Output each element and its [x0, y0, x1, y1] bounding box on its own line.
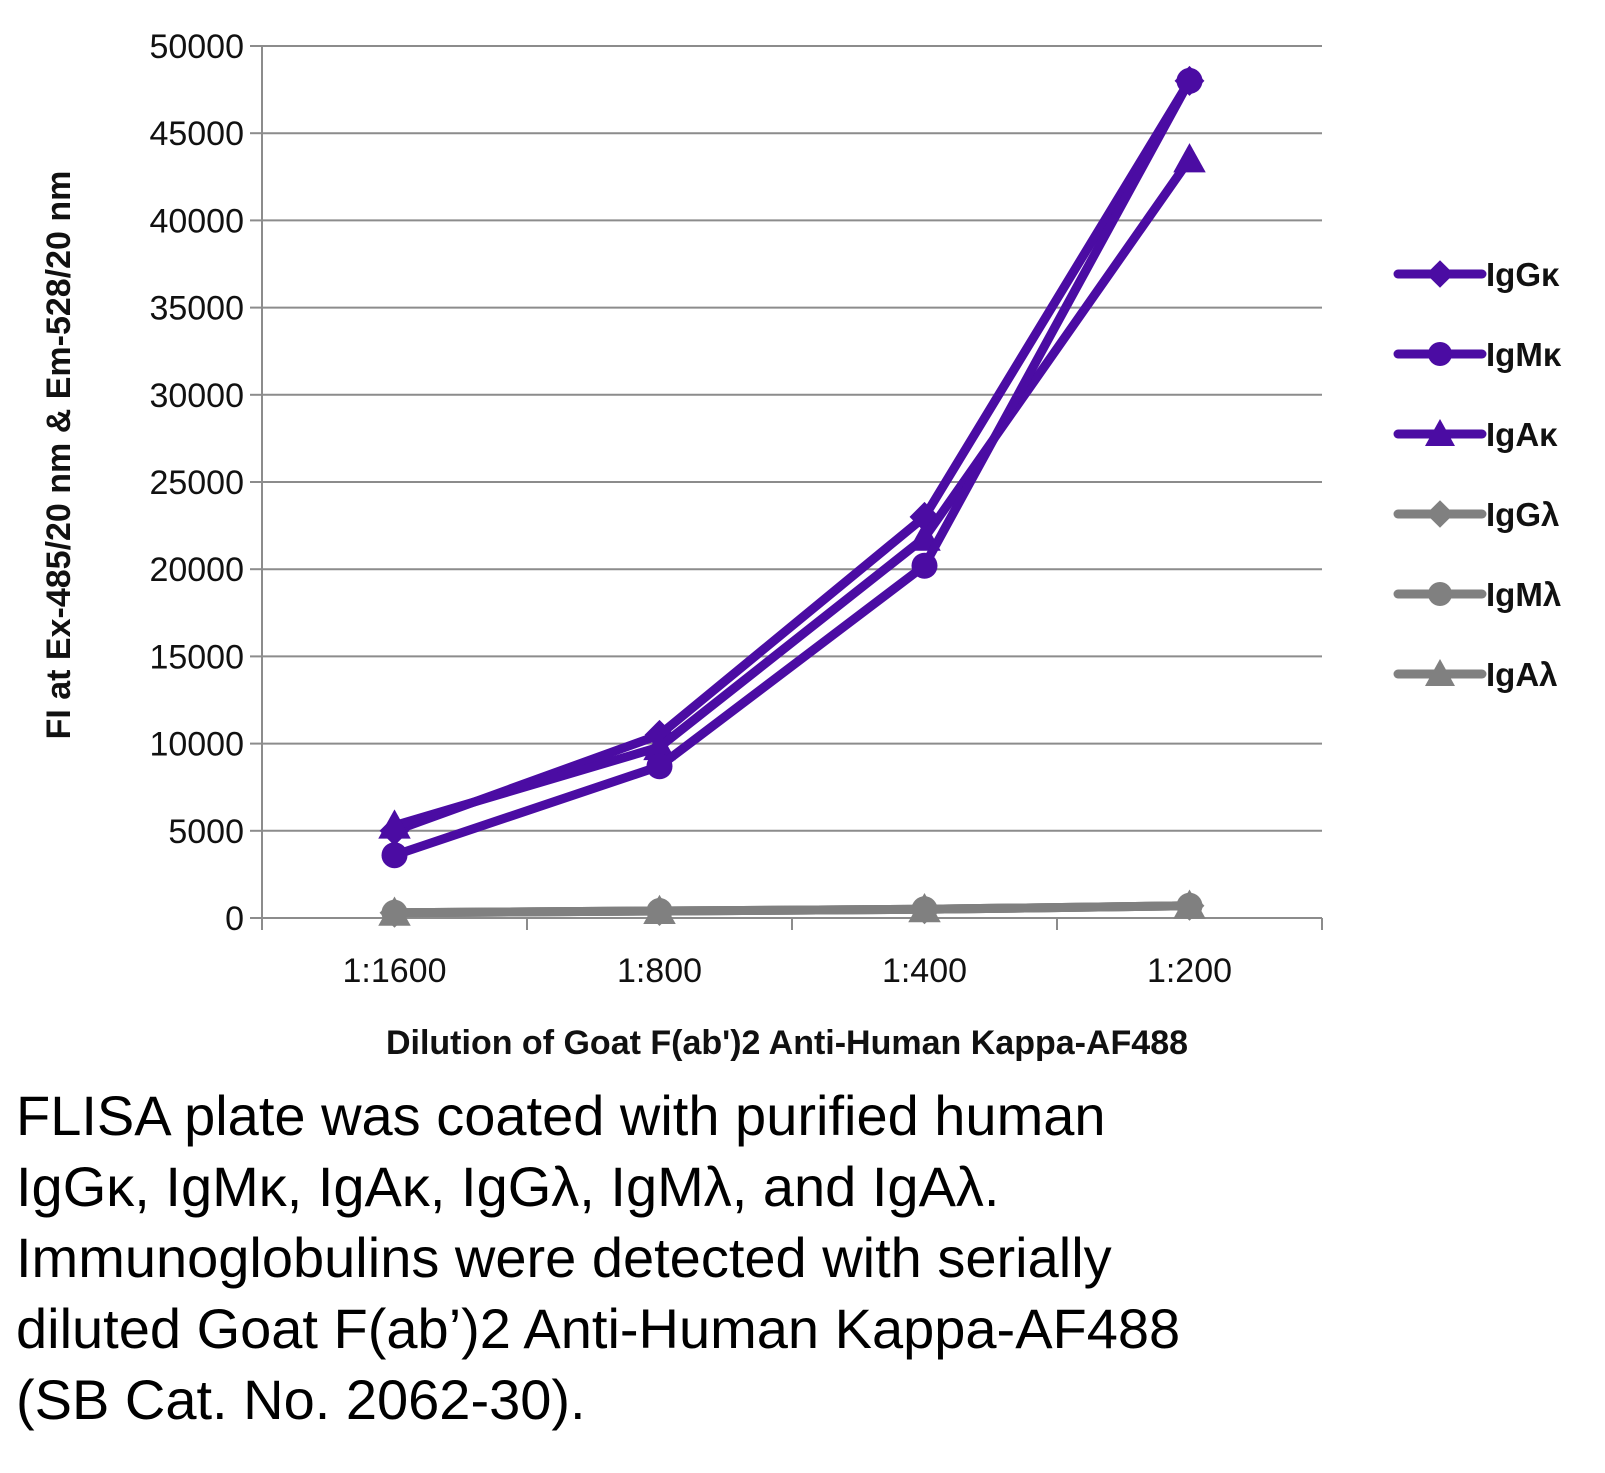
series-line — [390, 901, 1194, 918]
series-IgAκ — [378, 143, 1206, 839]
marker-circle — [1176, 67, 1203, 94]
y-tick-label: 50000 — [149, 28, 244, 66]
x-axis-title: Dilution of Goat F(ab')2 Anti-Human Kapp… — [386, 1024, 1188, 1062]
marker-circle — [911, 552, 938, 579]
line-chart: 0 5000 10000 15000 20000 25000 30000 35000 40000… — [40, 28, 1562, 1062]
y-tick-label: 30000 — [149, 377, 244, 415]
axes — [250, 45, 1323, 930]
gridlines — [262, 45, 1322, 832]
series-layer — [378, 65, 1206, 928]
y-axis-tick-labels: 0 5000 10000 15000 20000 25000 30000 35000 40000… — [149, 28, 244, 938]
legend-label: IgAκ — [1486, 416, 1558, 453]
marker-triangle — [1173, 143, 1206, 173]
legend-label: IgGλ — [1486, 496, 1559, 533]
y-tick-label: 20000 — [149, 551, 244, 589]
marker-triangle — [908, 893, 941, 923]
legend-item: IgGκ — [1393, 256, 1560, 293]
x-tick-label: 1:800 — [617, 952, 702, 990]
y-tick-label: 0 — [225, 900, 244, 938]
y-tick-label: 5000 — [168, 813, 244, 851]
marker-triangle — [378, 809, 411, 839]
marker-diamond — [1426, 260, 1454, 288]
legend-item: IgMλ — [1393, 576, 1561, 613]
series-line — [390, 76, 1194, 836]
series-IgGκ — [379, 65, 1205, 846]
series-line — [390, 76, 1194, 860]
legend-label: IgMκ — [1486, 336, 1562, 373]
marker-triangle — [1425, 659, 1455, 686]
marker-triangle — [1173, 889, 1206, 919]
y-axis-title: FI at Ex-485/20 nm & Em-528/20 nm — [40, 171, 78, 740]
legend-item: IgAλ — [1393, 656, 1558, 693]
series-line — [390, 154, 1194, 831]
y-tick-label: 45000 — [149, 115, 244, 153]
marker-circle — [381, 842, 408, 869]
marker-triangle — [643, 894, 676, 925]
y-tick-label: 25000 — [149, 464, 244, 502]
x-tick-label: 1:1600 — [343, 952, 447, 990]
y-tick-label: 40000 — [149, 202, 244, 240]
series-IgMκ — [381, 67, 1203, 869]
x-tick-label: 1:200 — [1147, 952, 1232, 990]
y-tick-label: 15000 — [149, 638, 244, 676]
legend-item: IgGλ — [1393, 496, 1559, 533]
legend: IgGκ IgMκ IgAκ IgGλ IgMλ IgAλ — [1393, 256, 1562, 693]
x-tick-label: 1:400 — [882, 952, 967, 990]
marker-triangle — [378, 896, 411, 926]
figure-caption: FLISA plate was coated with purified hum… — [16, 1084, 1181, 1431]
x-axis-tick-labels: 1:1600 1:800 1:400 1:200 — [343, 952, 1233, 990]
legend-item: IgAκ — [1393, 416, 1558, 453]
marker-diamond — [1426, 500, 1454, 528]
marker-triangle — [1425, 419, 1455, 446]
marker-triangle — [643, 730, 676, 761]
y-tick-label: 35000 — [149, 290, 244, 328]
legend-label: IgGκ — [1486, 256, 1560, 293]
legend-label: IgAλ — [1486, 656, 1558, 693]
marker-circle — [646, 753, 673, 780]
marker-circle — [1428, 582, 1452, 606]
marker-circle — [1428, 342, 1452, 366]
series-IgAλ — [378, 889, 1206, 926]
legend-item: IgMκ — [1393, 336, 1562, 373]
y-tick-label: 10000 — [149, 726, 244, 764]
legend-label: IgMλ — [1486, 576, 1561, 613]
